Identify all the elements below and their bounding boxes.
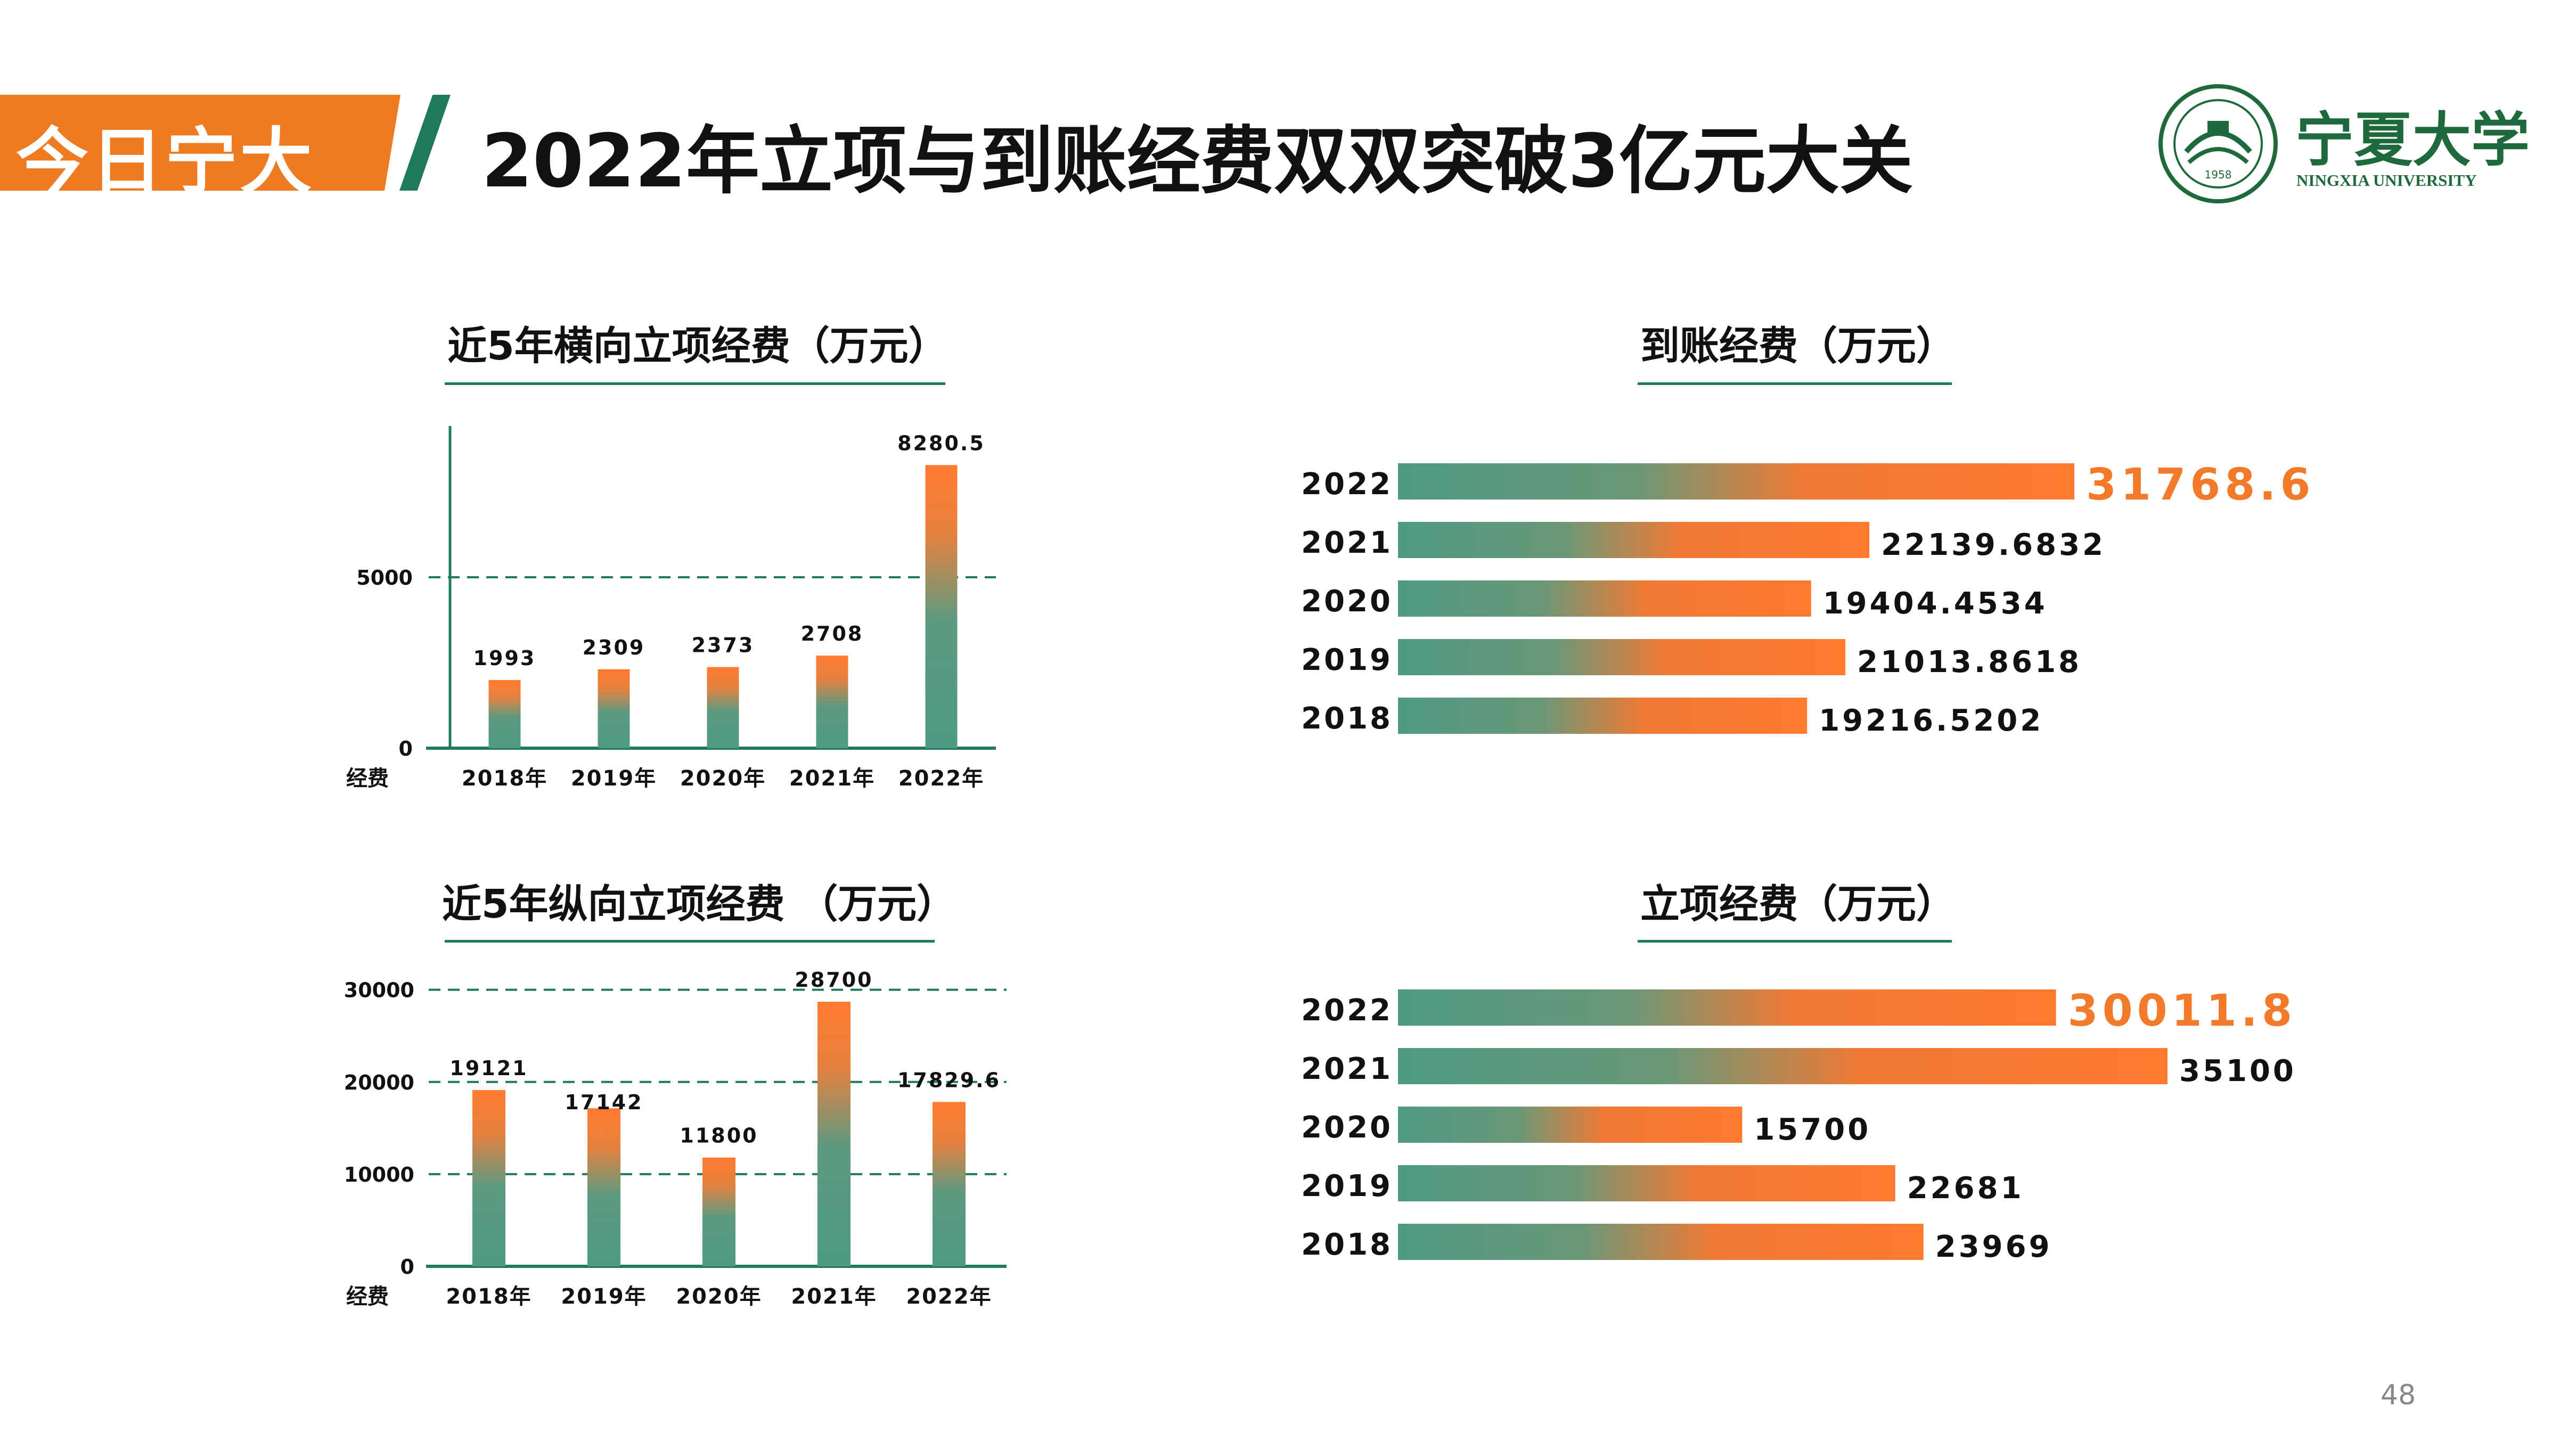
y-tick-label: 2018 <box>1301 701 1393 736</box>
bar <box>1398 989 2056 1026</box>
bar-value-label: 23969 <box>1935 1230 2052 1264</box>
bar <box>1398 1165 1895 1201</box>
bar <box>488 680 521 748</box>
x-tick-label: 2022年 <box>898 766 984 791</box>
university-seal-icon: 1958 <box>2158 84 2278 203</box>
x-tick-label: 2022年 <box>906 1284 992 1309</box>
y-tick-label: 2019 <box>1301 643 1393 677</box>
vertical-projects-chart: 经费 0 10000 20000 30000 19121 2018年 17142 2019年 11… <box>344 968 1007 1309</box>
y-axis-label: 经费 <box>346 766 389 791</box>
bar-value-label: 17829.6 <box>897 1068 1001 1092</box>
seal-year: 1958 <box>2205 168 2232 181</box>
bar <box>702 1157 735 1266</box>
y-tick-label: 0 <box>399 737 413 760</box>
logo-name-en: NINGXIA UNIVERSITY <box>2296 171 2477 190</box>
chart-title-underline <box>445 382 945 385</box>
bar-value-label: 31768.6 <box>2086 460 2315 510</box>
bar-value-label: 30011.8 <box>2068 986 2296 1036</box>
bar <box>1398 463 2074 500</box>
y-tick-label: 30000 <box>344 979 414 1002</box>
received-funds-chart: 2022 31768.6 2021 22139.6832 2020 19404.4534 2… <box>1301 460 2315 738</box>
x-tick-label: 2019年 <box>571 766 657 791</box>
y-tick-label: 2020 <box>1301 1110 1393 1145</box>
x-tick-label: 2021年 <box>789 766 875 791</box>
y-tick-label: 5000 <box>356 566 413 590</box>
y-tick-label: 2021 <box>1301 1052 1393 1086</box>
bar-value-label: 1993 <box>473 646 536 670</box>
horizontal-projects-chart: 经费 0 5000 1993 2018年 2309 2019年 2373 2020年 2708 20… <box>346 426 996 791</box>
logo-name-cn: 宁夏大学 <box>2295 105 2530 174</box>
bar <box>1398 639 1846 675</box>
x-tick-label: 2020年 <box>680 766 766 791</box>
page-title: 2022年立项与到账经费双双突破3亿元大关 <box>481 118 1913 204</box>
bar-value-label: 2373 <box>692 634 755 657</box>
chart-title-underline <box>1638 940 1952 943</box>
bar <box>1398 580 1811 617</box>
header-tag-label: 今日宁大 <box>16 120 314 204</box>
x-tick-label: 2019年 <box>561 1284 647 1309</box>
bar-value-label: 15700 <box>1754 1112 1871 1147</box>
header-tag: 今日宁大 <box>0 95 400 191</box>
y-tick-label: 2022 <box>1301 467 1393 502</box>
bar <box>1398 698 1808 734</box>
chart-title-project: 立项经费（万元） <box>1640 881 1956 927</box>
bar-value-label: 8280.5 <box>897 431 985 455</box>
x-tick-label: 2018年 <box>446 1284 531 1309</box>
bar <box>707 667 739 748</box>
y-tick-label: 2018 <box>1301 1227 1393 1262</box>
chart-title-underline <box>445 940 935 943</box>
y-tick-label: 2019 <box>1301 1169 1393 1204</box>
y-tick-label: 2021 <box>1301 526 1393 560</box>
bar-value-label: 2309 <box>583 636 645 659</box>
bar <box>598 669 630 748</box>
chart-title-horizontal: 近5年横向立项经费（万元） <box>447 323 948 369</box>
x-tick-label: 2020年 <box>676 1284 762 1309</box>
bar <box>587 1108 620 1266</box>
y-tick-label: 0 <box>400 1255 414 1279</box>
bar-value-label: 22681 <box>1907 1171 2024 1206</box>
bar <box>1398 1224 1924 1260</box>
chart-title-vertical: 近5年纵向立项经费 （万元） <box>442 881 956 927</box>
x-tick-label: 2018年 <box>462 766 547 791</box>
bar <box>925 465 958 748</box>
bar-value-label: 19216.5202 <box>1819 703 2043 738</box>
x-tick-label: 2021年 <box>791 1284 877 1309</box>
bar-value-label: 28700 <box>795 968 873 992</box>
bar-value-label: 17142 <box>565 1091 643 1114</box>
page-number: 48 <box>2381 1379 2416 1411</box>
chart-title-received: 到账经费（万元） <box>1640 323 1956 369</box>
bar-value-label: 21013.8618 <box>1857 645 2082 680</box>
bar <box>472 1090 505 1266</box>
bar-value-label: 19121 <box>449 1057 528 1080</box>
bar <box>816 656 848 748</box>
bar <box>817 1002 851 1266</box>
bar <box>1398 522 1870 558</box>
y-axis-label: 经费 <box>346 1284 389 1309</box>
bar-value-label: 19404.4534 <box>1823 586 2048 621</box>
y-tick-label: 2020 <box>1301 584 1393 619</box>
y-tick-label: 2022 <box>1301 993 1393 1028</box>
bar-value-label: 11800 <box>680 1124 758 1148</box>
bar-value-label: 35100 <box>2179 1054 2296 1088</box>
bar <box>1398 1107 1743 1143</box>
y-tick-label: 20000 <box>344 1071 414 1094</box>
bar <box>933 1102 966 1266</box>
bar-value-label: 2708 <box>801 622 864 645</box>
y-tick-label: 10000 <box>344 1163 414 1186</box>
bar <box>1398 1048 2168 1084</box>
chart-title-underline <box>1638 382 1952 385</box>
bar-value-label: 22139.6832 <box>1881 528 2106 562</box>
project-funds-chart: 2022 30011.8 2021 35100 2020 15700 2019 22681 20… <box>1301 986 2296 1264</box>
